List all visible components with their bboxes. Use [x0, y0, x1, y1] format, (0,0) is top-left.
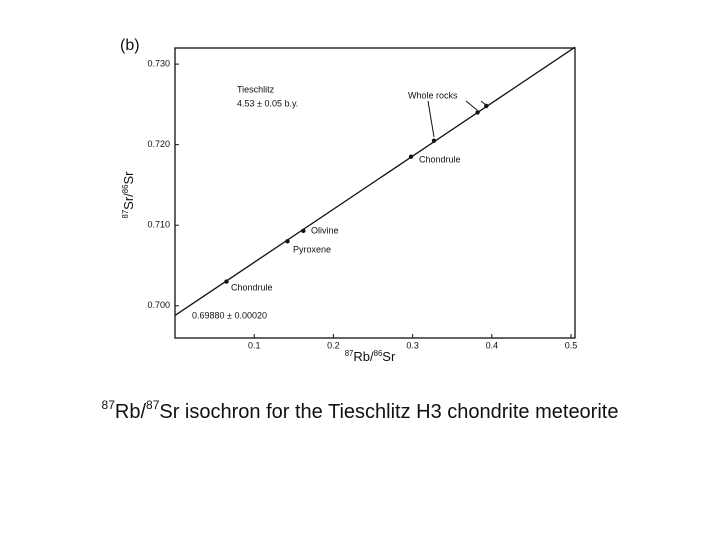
y-tick-label: 0.720 [147, 139, 170, 149]
y-axis-label-part: 87 [121, 210, 130, 219]
y-tick-label: 0.700 [147, 300, 170, 310]
y-axis-label-part: 86 [121, 185, 130, 194]
x-tick-label: 0.1 [248, 340, 261, 350]
x-axis-label-part: 87 [345, 349, 354, 358]
arrow [427, 100, 435, 138]
data-point [285, 239, 290, 244]
annotation: Pyroxene [293, 244, 331, 254]
data-point [301, 228, 306, 234]
data-point [484, 103, 489, 109]
annotation: Chondrule [419, 154, 461, 164]
annotation: 0.69880 ± 0.00020 [192, 310, 267, 320]
caption: 87Rb/87Sr isochron for the Tieschlitz H3… [102, 398, 619, 423]
y-axis-label-part: Sr/ [121, 193, 136, 210]
annotation: Tieschlitz [237, 84, 275, 94]
data-point [431, 138, 437, 143]
plot-frame [174, 47, 576, 339]
x-axis-label-part: 86 [374, 349, 383, 358]
x-axis-label: 87Rb/86Sr [345, 349, 396, 365]
x-tick-label: 0.3 [406, 340, 419, 350]
data-point [408, 154, 414, 159]
fit-line [174, 46, 576, 316]
arrow [465, 100, 478, 111]
y-tick-label: 0.710 [147, 220, 170, 230]
caption-part: Rb/ [115, 401, 147, 423]
caption-part: 87 [146, 398, 160, 412]
x-tick-label: 0.2 [327, 340, 340, 350]
x-axis-label-part: Sr [382, 349, 396, 364]
x-tick-label: 0.5 [565, 340, 578, 350]
caption-part: 87 [102, 398, 116, 412]
annotation: Chondrule [231, 282, 273, 292]
x-tick-label: 0.4 [486, 340, 499, 350]
y-tick-label: 0.730 [147, 58, 170, 68]
y-axis-label: 87Sr/86Sr [121, 171, 137, 219]
data-point [475, 110, 480, 115]
y-axis-label-part: Sr [121, 171, 136, 185]
caption-part: Sr isochron for the Tieschlitz H3 chondr… [159, 401, 618, 423]
x-axis-label-part: Rb/ [353, 349, 374, 364]
data-point [224, 279, 229, 284]
annotation: 4.53 ± 0.05 b.y. [237, 98, 298, 108]
chart-title: (b) [120, 37, 140, 54]
annotation: Olivine [311, 225, 339, 235]
annotation: Whole rocks [408, 90, 458, 100]
